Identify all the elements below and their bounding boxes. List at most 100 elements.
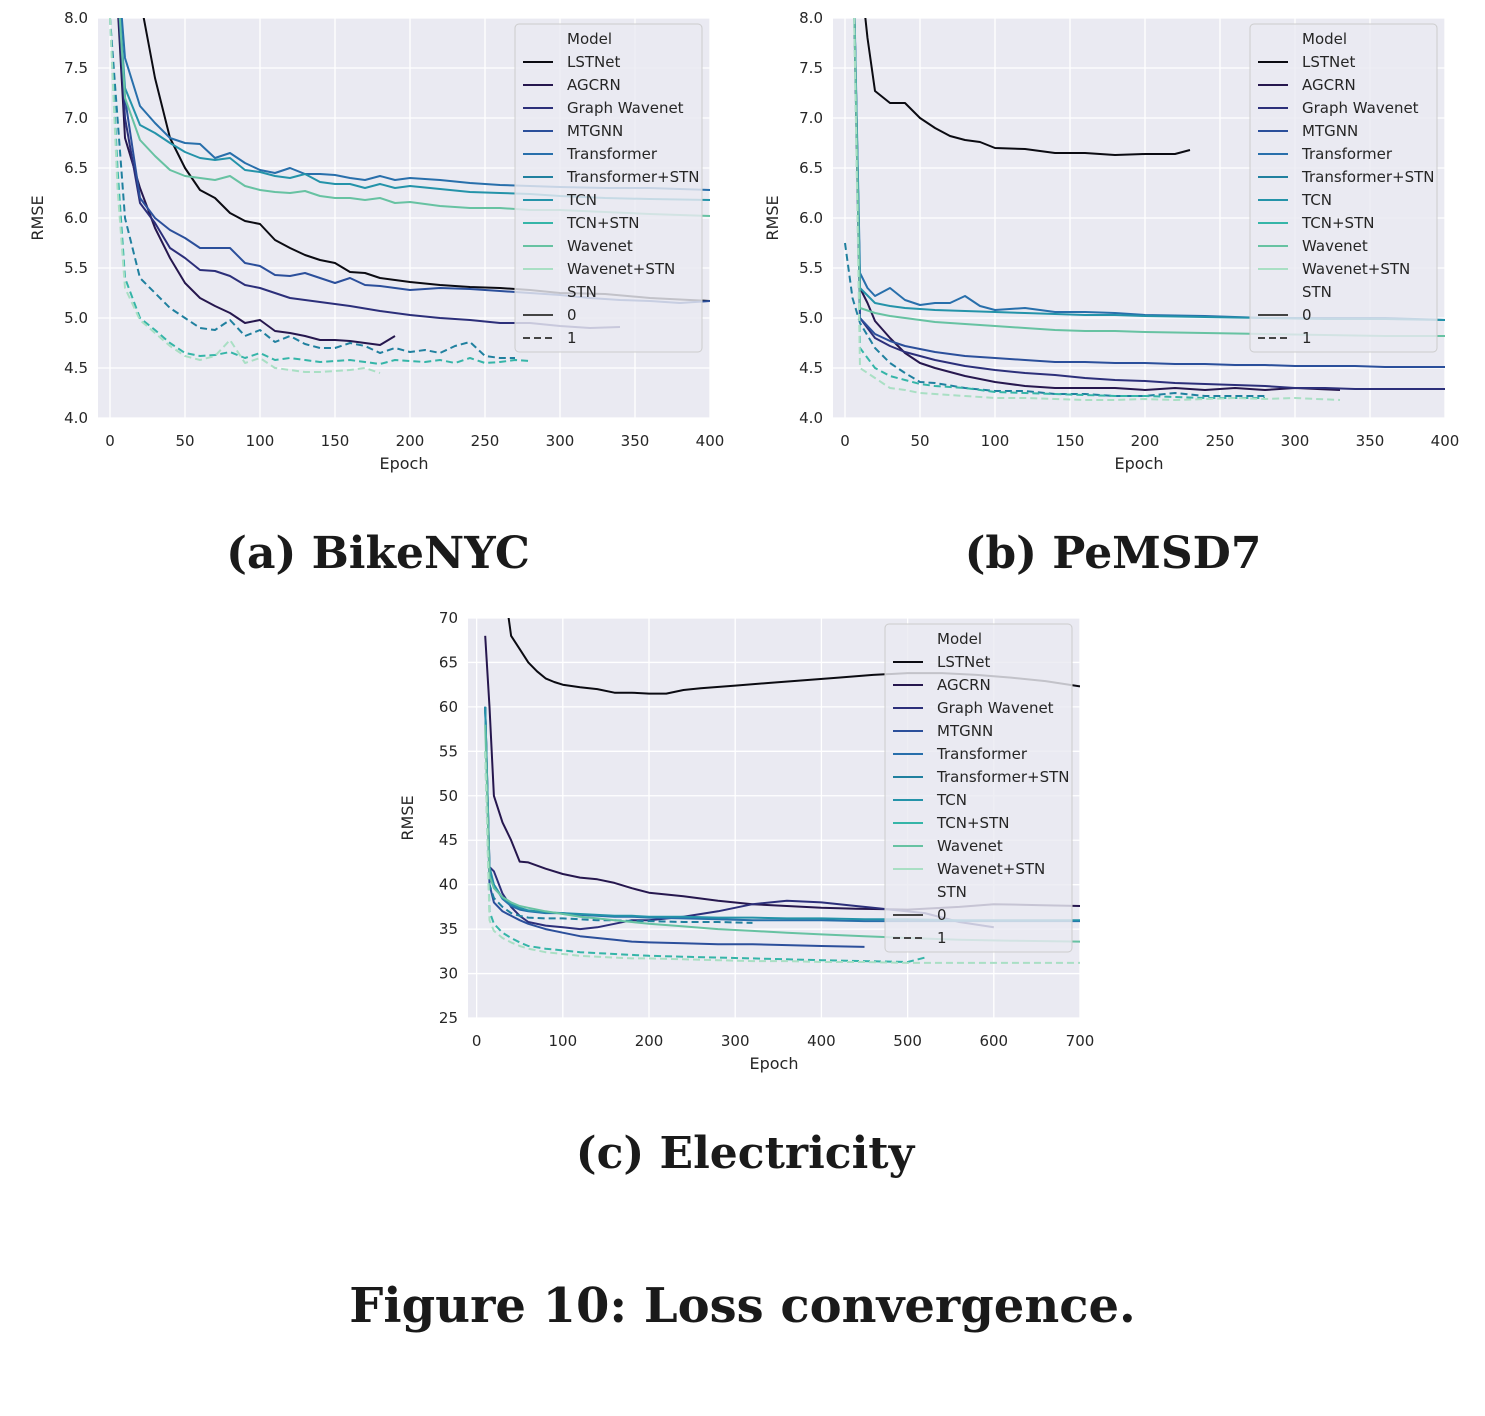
legend-box bbox=[1249, 23, 1438, 353]
x-axis-label: Epoch bbox=[380, 454, 429, 473]
y-tick-label: 8.0 bbox=[64, 9, 88, 27]
x-tick-label: 50 bbox=[910, 432, 929, 450]
y-tick-label: 4.5 bbox=[64, 359, 88, 377]
x-tick-label: 300 bbox=[1281, 432, 1310, 450]
legend-box bbox=[514, 23, 703, 353]
legend-box bbox=[884, 623, 1073, 953]
series-line-wavenet bbox=[484, 724, 1080, 943]
series-line-graph-wavenet bbox=[853, 18, 1445, 390]
legend-label-stn-1: 1 bbox=[1302, 329, 1312, 347]
x-tick-label: 200 bbox=[396, 432, 425, 450]
y-tick-label: 25 bbox=[439, 1009, 458, 1027]
chart-electricity: 0 100 200 300 400 500 600 700253035404550556065… bbox=[380, 600, 1105, 1090]
y-tick-label: 6.0 bbox=[64, 209, 88, 227]
legend-label-mtgnn: MTGNN bbox=[937, 722, 993, 740]
series-line-mtgnn bbox=[484, 706, 865, 948]
y-tick-label: 40 bbox=[439, 876, 458, 894]
series-group bbox=[844, 18, 1445, 401]
y-tick-label: 5.5 bbox=[799, 259, 823, 277]
legend-label-transformer: Transformer bbox=[936, 745, 1028, 763]
y-tick-label: 60 bbox=[439, 698, 458, 716]
y-tick-label: 7.0 bbox=[64, 109, 88, 127]
chart-pemsd7: 0 50 100 150 200 250 300 350 400 4.0 4.5 5.0 5.5 6.0 6… bbox=[745, 0, 1470, 490]
subfigure-caption-a: (a) BikeNYC bbox=[226, 528, 530, 579]
x-tick-label: 400 bbox=[807, 1032, 836, 1050]
legend-label-graph-wavenet: Graph Wavenet bbox=[567, 99, 684, 117]
legend-label-transformer-stn: Transformer+STN bbox=[936, 768, 1069, 786]
legend-label-transformer: Transformer bbox=[566, 145, 658, 163]
legend-label-stn-0: 0 bbox=[567, 306, 577, 324]
x-tick-label: 300 bbox=[546, 432, 575, 450]
series-line-transformer-stn-stn bbox=[484, 706, 753, 924]
y-tick-label: 30 bbox=[439, 965, 458, 983]
y-tick-label: 50 bbox=[439, 787, 458, 805]
x-tick-label: 700 bbox=[1066, 1032, 1095, 1050]
x-tick-label: 0 bbox=[472, 1032, 482, 1050]
x-tick-label: 0 bbox=[105, 432, 115, 450]
legend-label-mtgnn: MTGNN bbox=[567, 122, 623, 140]
y-tick-label: 70 bbox=[439, 609, 458, 627]
y-tick-label: 7.5 bbox=[64, 59, 88, 77]
y-tick-label: 4.5 bbox=[799, 359, 823, 377]
x-tick-label: 250 bbox=[1206, 432, 1235, 450]
legend-title: Model bbox=[1302, 30, 1347, 48]
x-tick-label: 150 bbox=[1056, 432, 1085, 450]
series-line-wavenet-stn-stn bbox=[109, 18, 381, 374]
legend-label-wavenet-stn: Wavenet+STN bbox=[937, 860, 1045, 878]
series-line-tcn bbox=[119, 18, 710, 201]
legend-label-agcrn: AGCRN bbox=[937, 676, 991, 694]
x-tick-label: 200 bbox=[1131, 432, 1160, 450]
y-tick-label: 8.0 bbox=[799, 9, 823, 27]
y-tick-label: 6.5 bbox=[799, 159, 823, 177]
legend-label-wavenet-stn: Wavenet+STN bbox=[567, 260, 675, 278]
chart-panel-electricity: 0 100 200 300 400 500 600 700 25 30 35 40 45 50 55 60 65… bbox=[380, 600, 1105, 1090]
y-tick-label: 7.0 bbox=[799, 109, 823, 127]
legend-label-tcn-stn: TCN+STN bbox=[1301, 214, 1374, 232]
legend-label-wavenet: Wavenet bbox=[937, 837, 1003, 855]
x-tick-label: 600 bbox=[979, 1032, 1008, 1050]
x-tick-label: 350 bbox=[1356, 432, 1385, 450]
series-line-transformer bbox=[120, 18, 710, 191]
x-tick-label: 350 bbox=[621, 432, 650, 450]
y-tick-label: 55 bbox=[439, 742, 458, 760]
series-line-wavenet-stn-stn bbox=[484, 751, 1080, 964]
legend-label-tcn: TCN bbox=[936, 791, 967, 809]
legend-label-transformer-stn: Transformer+STN bbox=[566, 168, 699, 186]
legend-label-graph-wavenet: Graph Wavenet bbox=[937, 699, 1054, 717]
x-tick-label: 100 bbox=[981, 432, 1010, 450]
y-tick-label: 5.0 bbox=[64, 309, 88, 327]
legend-label-lstnet: LSTNet bbox=[937, 653, 990, 671]
legend-label-tcn: TCN bbox=[1301, 191, 1332, 209]
legend-label-transformer: Transformer bbox=[1301, 145, 1393, 163]
legend-label-tcn-stn: TCN+STN bbox=[936, 814, 1009, 832]
series-line-tcn-stn-stn bbox=[853, 18, 1265, 399]
figure-caption: Figure 10: Loss convergence. bbox=[349, 1278, 1136, 1334]
legend-label-graph-wavenet: Graph Wavenet bbox=[1302, 99, 1419, 117]
legend-title: Model bbox=[937, 630, 982, 648]
legend-label-lstnet: LSTNet bbox=[567, 53, 620, 71]
x-tick-label: 500 bbox=[893, 1032, 922, 1050]
chart-panel-pemsd7: 0 50 100 150 200 250 300 350 400 4.0 4.5 5.0 5.5 6.0 6… bbox=[745, 0, 1470, 490]
series-line-tcn-stn-stn bbox=[109, 18, 531, 365]
y-axis-label: RMSE bbox=[28, 195, 47, 240]
series-line-agcrn bbox=[853, 18, 1341, 391]
legend-label-wavenet: Wavenet bbox=[567, 237, 633, 255]
series-line-lstnet bbox=[864, 18, 1191, 156]
y-tick-label: 5.0 bbox=[799, 309, 823, 327]
legend-label-tcn-stn: TCN+STN bbox=[566, 214, 639, 232]
y-tick-label: 5.5 bbox=[64, 259, 88, 277]
x-tick-label: 100 bbox=[548, 1032, 577, 1050]
chart-bikenyc: 0 50 100 150 200 250 300 350 400 4.0 4.5 5.0 5.5 6.0 6… bbox=[10, 0, 735, 490]
y-tick-label: 35 bbox=[439, 920, 458, 938]
x-axis-label: Epoch bbox=[1115, 454, 1164, 473]
legend-label-stn-0: 0 bbox=[1302, 306, 1312, 324]
legend-label-transformer-stn: Transformer+STN bbox=[1301, 168, 1434, 186]
x-tick-label: 200 bbox=[635, 1032, 664, 1050]
series-line-tcn-stn-stn bbox=[484, 751, 926, 963]
y-tick-label: 45 bbox=[439, 831, 458, 849]
legend-label-stn-1: 1 bbox=[567, 329, 577, 347]
x-tick-label: 100 bbox=[246, 432, 275, 450]
y-tick-label: 4.0 bbox=[799, 409, 823, 427]
series-line-lstnet bbox=[142, 18, 710, 302]
legend-label-wavenet-stn: Wavenet+STN bbox=[1302, 260, 1410, 278]
